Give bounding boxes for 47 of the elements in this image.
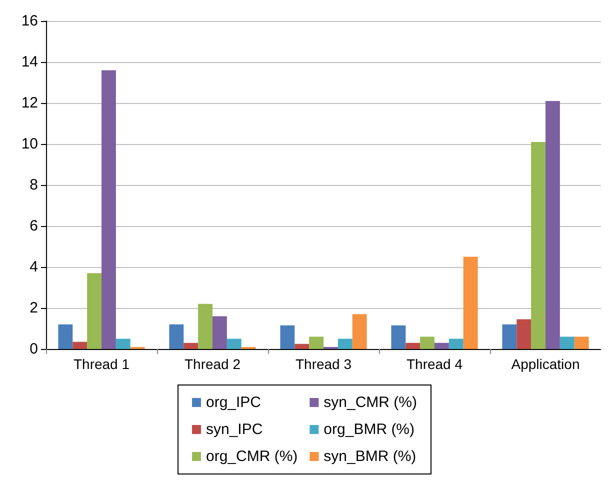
legend-label: org_IPC [206, 394, 262, 411]
bar [280, 325, 295, 349]
legend-label: syn_IPC [206, 421, 263, 438]
legend-label: org_BMR (%) [324, 421, 415, 438]
y-tick-label: 16 [21, 12, 38, 30]
bar [352, 314, 367, 349]
y-tick-label: 6 [30, 218, 38, 234]
y-tick-label: 2 [30, 300, 38, 316]
bar [294, 344, 310, 349]
y-tick-label: 8 [30, 176, 38, 194]
bar [391, 325, 406, 349]
x-tick-label: Thread 4 [406, 356, 463, 372]
bar [574, 336, 589, 349]
bar [463, 256, 478, 349]
x-tick-label: Thread 1 [73, 356, 130, 372]
bar [184, 342, 198, 349]
bar [434, 342, 449, 349]
bar [58, 324, 73, 349]
bar [198, 304, 212, 349]
bar [72, 342, 88, 349]
bar [502, 324, 517, 349]
bar [560, 336, 574, 349]
bar [338, 338, 352, 349]
x-tick-label: Thread 2 [184, 356, 241, 372]
bar [212, 316, 227, 349]
bar [420, 336, 434, 349]
bar [448, 338, 464, 349]
x-tick-label: Application [511, 356, 580, 372]
y-tick-label: 14 [21, 54, 38, 70]
legend-label: org_CMR (%) [206, 448, 298, 465]
y-tick-label: 4 [30, 258, 38, 276]
bar [116, 338, 130, 349]
bar [169, 324, 184, 349]
bar [87, 273, 102, 349]
bar [102, 70, 116, 349]
legend-label: syn_CMR (%) [324, 394, 418, 411]
legend-label: syn_BMR (%) [324, 448, 416, 465]
bar [309, 336, 324, 349]
bar [406, 342, 420, 349]
y-tick-label: 0 [30, 340, 38, 358]
bar [516, 319, 532, 349]
y-tick-label: 12 [21, 94, 38, 112]
bar [546, 100, 560, 349]
bar [226, 338, 242, 349]
y-tick-label: 10 [21, 136, 38, 152]
bar [531, 142, 546, 349]
x-tick-label: Thread 3 [295, 356, 352, 372]
